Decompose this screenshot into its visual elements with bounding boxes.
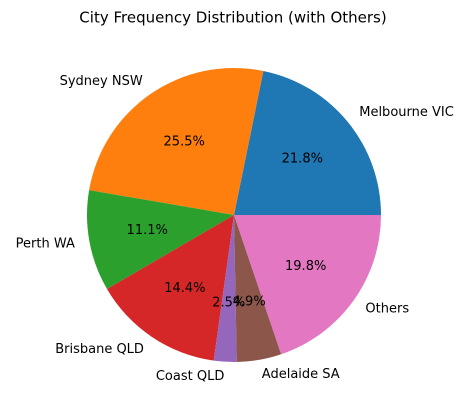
slice-label: Brisbane QLD — [55, 342, 144, 357]
value-label: 25.5% — [164, 135, 205, 150]
value-label: 11.1% — [127, 223, 168, 238]
pie-slice — [89, 68, 264, 215]
slice-label: Others — [365, 302, 409, 317]
slice-label: Melbourne VIC — [359, 105, 454, 120]
value-label: 14.4% — [164, 281, 205, 296]
slice-label: Adelaide SA — [262, 367, 340, 382]
pie-slice — [234, 70, 381, 215]
value-label: 4.9% — [233, 294, 266, 309]
pie-slice — [234, 215, 381, 355]
chart-title: City Frequency Distribution (with Others… — [79, 9, 386, 27]
slice-label: Sydney NSW — [60, 74, 143, 89]
slice-label: Coast QLD — [156, 369, 225, 384]
pie-slice — [107, 215, 234, 361]
pie-slice — [234, 215, 282, 362]
pie-slice — [213, 215, 237, 362]
value-label: 19.8% — [285, 259, 326, 274]
value-label: 21.8% — [282, 152, 323, 167]
value-label: 2.5% — [212, 296, 245, 311]
pie-slice — [87, 190, 234, 290]
slice-label: Perth WA — [16, 236, 75, 251]
